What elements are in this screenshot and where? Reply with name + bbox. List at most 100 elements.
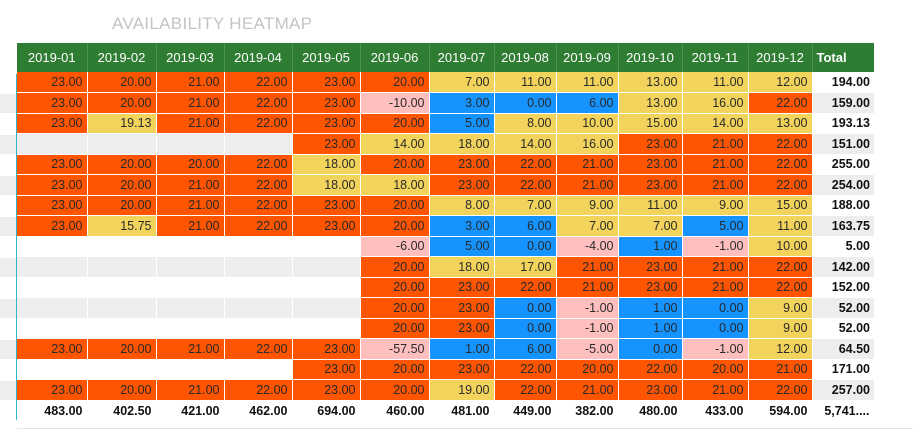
heatmap-cell[interactable]: 23.00 <box>429 277 495 298</box>
heatmap-cell[interactable]: 21.00 <box>682 133 749 155</box>
heatmap-cell[interactable]: 22.00 <box>748 256 813 278</box>
column-header-2019-08[interactable]: 2019-08 <box>494 43 557 72</box>
row-header-cell[interactable] <box>0 114 17 135</box>
heatmap-cell[interactable]: 5.00 <box>429 113 495 134</box>
heatmap-cell[interactable]: 20.00 <box>360 297 430 319</box>
heatmap-cell[interactable]: 21.00 <box>556 174 619 196</box>
row-header-cell[interactable] <box>0 93 17 114</box>
heatmap-cell[interactable]: 7.00 <box>618 215 683 237</box>
heatmap-cell[interactable]: 23.00 <box>17 379 88 401</box>
heatmap-cell[interactable]: -1.00 <box>682 338 749 360</box>
heatmap-cell[interactable]: 3.00 <box>429 92 495 114</box>
heatmap-cell-empty[interactable] <box>87 236 157 257</box>
heatmap-cell-empty[interactable] <box>156 318 225 339</box>
heatmap-cell[interactable]: 16.00 <box>682 92 749 114</box>
heatmap-cell[interactable]: 20.00 <box>360 72 430 93</box>
row-header-cell[interactable] <box>0 196 17 217</box>
heatmap-cell[interactable]: 23.00 <box>17 195 88 216</box>
heatmap-cell[interactable]: 14.00 <box>494 133 557 155</box>
heatmap-cell[interactable]: 18.00 <box>292 174 361 196</box>
heatmap-cell[interactable]: 20.00 <box>360 154 430 175</box>
heatmap-cell[interactable]: 11.00 <box>682 72 749 93</box>
heatmap-cell[interactable]: 20.00 <box>360 215 430 237</box>
table-row[interactable]: 23.00 19.13 21.00 22.00 23.00 20.00 5.00 8.00 10… <box>17 113 874 134</box>
heatmap-cell[interactable]: 14.00 <box>682 113 749 134</box>
heatmap-cell[interactable]: 7.00 <box>429 72 495 93</box>
heatmap-cell[interactable]: 1.00 <box>618 297 683 319</box>
heatmap-cell[interactable]: 21.00 <box>156 215 225 237</box>
heatmap-cell[interactable]: 23.00 <box>292 195 361 216</box>
heatmap-cell[interactable]: 23.00 <box>17 72 88 93</box>
heatmap-cell[interactable]: -1.00 <box>682 236 749 257</box>
heatmap-cell[interactable]: 11.00 <box>556 72 619 93</box>
heatmap-cell[interactable]: 17.00 <box>494 256 557 278</box>
heatmap-cell[interactable]: 23.00 <box>292 379 361 401</box>
heatmap-cell[interactable]: 20.00 <box>360 277 430 298</box>
heatmap-cell[interactable]: 23.00 <box>618 277 683 298</box>
column-header-2019-07[interactable]: 2019-07 <box>429 43 495 72</box>
heatmap-cell[interactable]: 15.00 <box>618 113 683 134</box>
heatmap-cell-empty[interactable] <box>87 297 157 319</box>
table-row[interactable]: 23.00 20.00 21.00 22.00 23.00 -57.50 1.00 6.00-… <box>17 338 874 360</box>
heatmap-cell[interactable]: 20.00 <box>87 154 157 175</box>
heatmap-cell[interactable]: 21.00 <box>556 379 619 401</box>
heatmap-cell[interactable]: 11.00 <box>748 215 813 237</box>
heatmap-cell[interactable]: 23.00 <box>292 338 361 360</box>
heatmap-cell[interactable]: 22.00 <box>224 338 293 360</box>
heatmap-cell[interactable]: 22.00 <box>224 174 293 196</box>
heatmap-cell[interactable]: 8.00 <box>494 113 557 134</box>
heatmap-cell[interactable]: -10.00 <box>360 92 430 114</box>
heatmap-cell[interactable]: 23.00 <box>618 174 683 196</box>
row-header-cell[interactable] <box>0 175 17 196</box>
heatmap-cell-empty[interactable] <box>224 236 293 257</box>
heatmap-cell[interactable]: 5.00 <box>682 215 749 237</box>
heatmap-cell[interactable]: 21.00 <box>156 72 225 93</box>
heatmap-cell[interactable]: 23.00 <box>292 133 361 155</box>
row-header-cell[interactable] <box>0 278 17 299</box>
heatmap-cell[interactable]: 0.00 <box>682 297 749 319</box>
column-header-2019-06[interactable]: 2019-06 <box>360 43 430 72</box>
column-header-2019-11[interactable]: 2019-11 <box>682 43 749 72</box>
table-row[interactable]: 23.00 20.00 20.00 22.00 18.00 20.00 23.00 22.00… <box>17 154 874 175</box>
heatmap-cell[interactable]: 21.00 <box>682 379 749 401</box>
heatmap-cell[interactable]: 23.00 <box>292 359 361 380</box>
heatmap-cell[interactable]: 19.13 <box>87 113 157 134</box>
heatmap-cell[interactable]: 23.00 <box>17 338 88 360</box>
heatmap-cell[interactable]: 18.00 <box>360 174 430 196</box>
heatmap-cell[interactable]: 23.00 <box>429 318 495 339</box>
heatmap-cell[interactable]: 23.00 <box>17 174 88 196</box>
heatmap-cell[interactable]: 23.00 <box>292 215 361 237</box>
heatmap-cell[interactable]: 20.00 <box>360 113 430 134</box>
heatmap-cell[interactable]: 20.00 <box>360 256 430 278</box>
heatmap-cell[interactable]: 7.00 <box>494 195 557 216</box>
heatmap-cell[interactable]: 0.00 <box>494 297 557 319</box>
heatmap-cell[interactable]: 21.00 <box>682 256 749 278</box>
heatmap-cell[interactable]: -1.00 <box>556 297 619 319</box>
row-header-cell[interactable] <box>0 257 17 278</box>
row-header-cell[interactable] <box>0 319 17 340</box>
heatmap-cell[interactable]: 14.00 <box>360 133 430 155</box>
heatmap-cell[interactable]: 23.00 <box>429 359 495 380</box>
heatmap-cell[interactable]: 21.00 <box>682 277 749 298</box>
row-header-cell[interactable] <box>0 298 17 319</box>
heatmap-cell-empty[interactable] <box>224 256 293 278</box>
heatmap-cell[interactable]: 7.00 <box>556 215 619 237</box>
heatmap-cell[interactable]: -1.00 <box>556 318 619 339</box>
heatmap-cell[interactable]: 21.00 <box>156 92 225 114</box>
heatmap-cell[interactable]: 20.00 <box>360 379 430 401</box>
heatmap-cell-empty[interactable] <box>224 277 293 298</box>
row-header-cell[interactable] <box>0 339 17 360</box>
heatmap-cell[interactable]: 22.00 <box>494 277 557 298</box>
heatmap-cell[interactable]: 23.00 <box>17 113 88 134</box>
heatmap-cell[interactable]: 20.00 <box>360 195 430 216</box>
heatmap-cell[interactable]: 21.00 <box>682 154 749 175</box>
heatmap-cell[interactable]: 11.00 <box>618 195 683 216</box>
heatmap-cell[interactable]: 21.00 <box>156 174 225 196</box>
heatmap-cell[interactable]: -57.50 <box>360 338 430 360</box>
table-row[interactable]: 20.00 18.00 17.00 21.00 23.00 21.00 22.00 142.0… <box>17 256 874 278</box>
heatmap-cell[interactable]: 22.00 <box>224 195 293 216</box>
column-header-2019-03[interactable]: 2019-03 <box>156 43 225 72</box>
heatmap-cell[interactable]: 3.00 <box>429 215 495 237</box>
heatmap-cell[interactable]: 20.00 <box>87 92 157 114</box>
column-header-2019-02[interactable]: 2019-02 <box>87 43 157 72</box>
